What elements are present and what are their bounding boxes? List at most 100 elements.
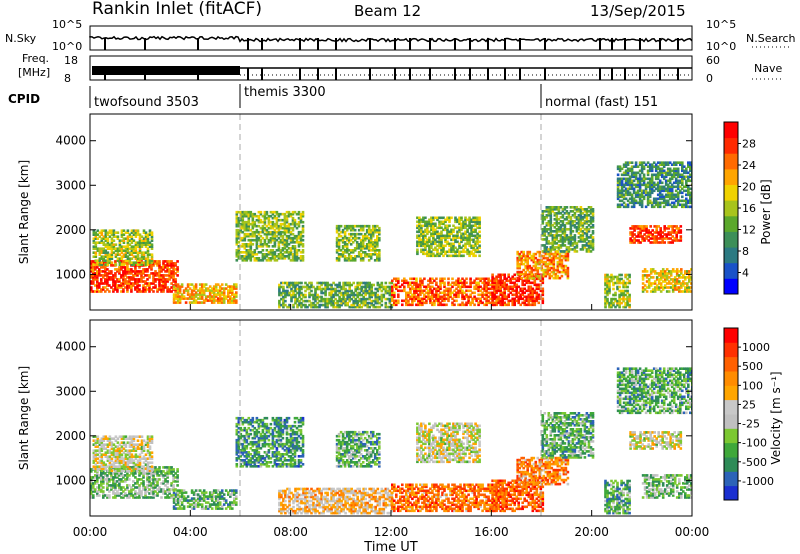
- heatmap-cell: [469, 277, 472, 281]
- heatmap-cell: [583, 232, 587, 235]
- heatmap-cell: [120, 268, 123, 271]
- heatmap-cell: [499, 283, 502, 287]
- heatmap-cell: [293, 247, 297, 250]
- heatmap-cell: [655, 241, 658, 244]
- heatmap-cell: [573, 212, 577, 215]
- heatmap-cell: [349, 257, 353, 260]
- heatmap-cell: [255, 224, 259, 228]
- heatmap-cell: [501, 291, 504, 295]
- heatmap-cell: [172, 264, 175, 267]
- heatmap-cell: [192, 297, 196, 300]
- heatmap-cell: [92, 229, 96, 232]
- heatmap-cell: [476, 216, 479, 220]
- heatmap-cell: [158, 264, 161, 267]
- heatmap-cell: [461, 295, 464, 299]
- heatmap-cell: [663, 233, 666, 236]
- heatmap-cell: [634, 171, 638, 175]
- heatmap-cell: [351, 228, 355, 232]
- heatmap-cell: [152, 280, 155, 283]
- heatmap-cell: [283, 222, 287, 226]
- heatmap-cell: [206, 287, 210, 290]
- heatmap-cell: [422, 252, 425, 256]
- heatmap-cell: [140, 241, 144, 244]
- heatmap-cell: [416, 248, 419, 252]
- heatmap-cell: [555, 232, 559, 235]
- heatmap-cell: [293, 210, 297, 214]
- heatmap-cell: [376, 228, 379, 232]
- heatmap-cell: [560, 266, 564, 270]
- heatmap-cell: [160, 268, 163, 271]
- heatmap-cell: [227, 293, 230, 296]
- heatmap-cell: [452, 230, 455, 234]
- heatmap-cell: [284, 303, 287, 307]
- heatmap-cell: [126, 286, 129, 289]
- heatmap-cell: [653, 288, 657, 291]
- heatmap-cell: [460, 218, 463, 222]
- heatmap-cell: [146, 241, 150, 244]
- heatmap-cell: [118, 280, 121, 283]
- heatmap-cell: [418, 238, 421, 242]
- heatmap-cell: [94, 251, 98, 254]
- heatmap-cell: [606, 275, 609, 279]
- heatmap-cell: [338, 299, 341, 303]
- heatmap-cell: [231, 301, 234, 304]
- heatmap-cell: [287, 236, 291, 240]
- heatmap-cell: [455, 295, 458, 299]
- heatmap-cell: [513, 277, 516, 281]
- heatmap-cell: [90, 270, 93, 273]
- heatmap-cell: [456, 232, 459, 236]
- heatmap-cell: [485, 301, 488, 305]
- heatmap-cell: [473, 297, 476, 301]
- heatmap-cell: [202, 289, 206, 292]
- heatmap-cell: [641, 237, 644, 240]
- heatmap-cell: [485, 297, 488, 301]
- heatmap-cell: [361, 257, 365, 260]
- heatmap-cell: [413, 287, 416, 291]
- heatmap-cell: [302, 303, 305, 307]
- heatmap-cell: [220, 293, 224, 296]
- heatmap-cell: [255, 257, 259, 260]
- heatmap-cell: [291, 220, 295, 224]
- heatmap-cell: [114, 284, 117, 287]
- heatmap-cell: [684, 286, 687, 289]
- heatmap-cell: [378, 287, 382, 291]
- heatmap-cell: [624, 189, 628, 193]
- heatmap-cell: [489, 279, 492, 283]
- heatmap-cell: [279, 232, 283, 236]
- heatmap-cell: [281, 234, 285, 238]
- heatmap-cell: [641, 276, 645, 279]
- heatmap-cell: [253, 238, 257, 242]
- heatmap-cell: [648, 185, 652, 189]
- heatmap-cell: [178, 301, 182, 304]
- heatmap-cell: [425, 291, 428, 295]
- heatmap-cell: [251, 212, 255, 216]
- heatmap-cell: [430, 224, 433, 228]
- heatmap-cell: [208, 285, 212, 288]
- heatmap-cell: [282, 289, 285, 293]
- heatmap-cell: [124, 278, 127, 281]
- heatmap-cell: [249, 243, 253, 246]
- heatmap-cell: [366, 285, 369, 289]
- heatmap-cell: [536, 260, 540, 264]
- heatmap-cell: [140, 257, 144, 260]
- heatmap-cell: [481, 293, 484, 297]
- heatmap-cell: [641, 288, 645, 291]
- heatmap-cell: [638, 189, 642, 193]
- heatmap-cell: [261, 259, 265, 262]
- heatmap-cell: [318, 285, 321, 289]
- heatmap-cell: [444, 224, 447, 228]
- heatmap-cell: [94, 243, 98, 246]
- heatmap-cell: [665, 237, 668, 240]
- heatmap-cell: [478, 220, 481, 224]
- heatmap-cell: [577, 222, 581, 225]
- heatmap-cell: [638, 173, 642, 177]
- heatmap-cell: [551, 244, 555, 247]
- heatmap-cell: [648, 163, 652, 166]
- heatmap-cell: [440, 242, 443, 246]
- heatmap-cell: [637, 233, 640, 236]
- heatmap-cell: [435, 289, 438, 293]
- heatmap-cell: [235, 228, 239, 232]
- heatmap-cell: [469, 295, 472, 299]
- heatmap-cell: [461, 293, 464, 297]
- heatmap-cell: [491, 299, 494, 303]
